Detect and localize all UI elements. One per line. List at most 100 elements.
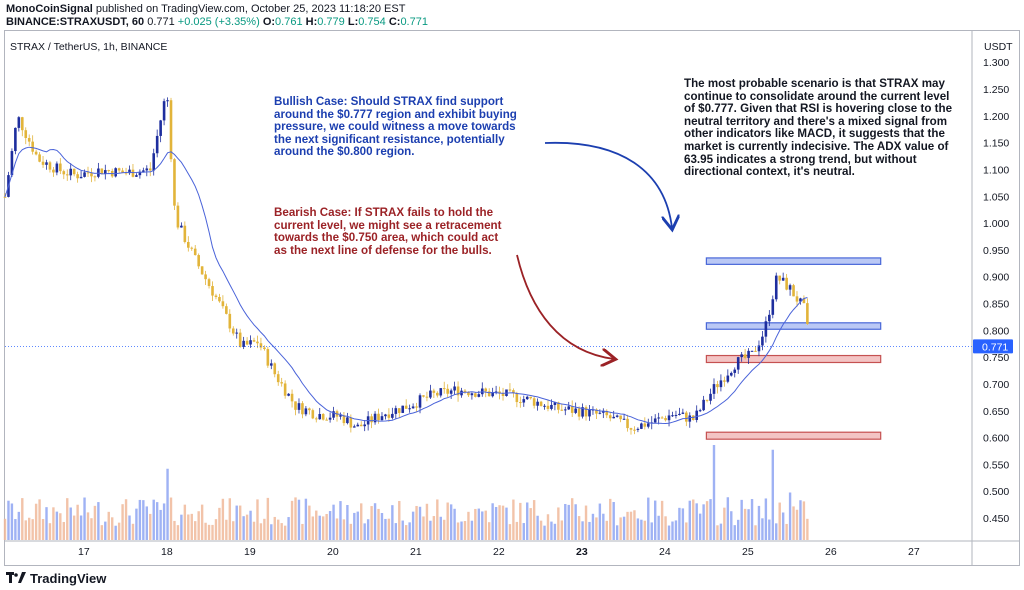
volume-bar bbox=[716, 525, 719, 540]
candle-body bbox=[615, 415, 619, 417]
volume-bar bbox=[481, 511, 484, 540]
tradingview-logo-icon bbox=[6, 572, 26, 583]
y-tick-label: 0.650 bbox=[983, 406, 1009, 418]
candle-body bbox=[640, 423, 643, 429]
candle-body bbox=[612, 416, 615, 419]
candle-body bbox=[380, 416, 384, 421]
volume-bar bbox=[415, 505, 418, 540]
candle-body bbox=[200, 266, 204, 275]
volume-bar bbox=[743, 508, 747, 540]
author-name[interactable]: MonoCoinSignal bbox=[6, 3, 93, 15]
candle-body bbox=[373, 413, 377, 423]
volume-bar bbox=[377, 508, 380, 540]
candle-body bbox=[442, 388, 446, 390]
volume-bar bbox=[463, 521, 467, 540]
volume-bar bbox=[155, 502, 159, 540]
volume-bar bbox=[387, 518, 391, 540]
volume-bar bbox=[598, 503, 602, 540]
candle-body bbox=[270, 363, 273, 366]
volume-bar bbox=[532, 500, 536, 540]
candle-body bbox=[726, 375, 730, 382]
volume-bar bbox=[297, 499, 301, 540]
y-tick-label: 1.200 bbox=[983, 111, 1009, 123]
candle-body bbox=[653, 418, 657, 423]
volume-bar bbox=[162, 503, 166, 540]
candle-body bbox=[546, 405, 550, 409]
candle-body bbox=[276, 374, 280, 383]
candle-body bbox=[391, 413, 394, 418]
volume-bar bbox=[487, 522, 491, 540]
volume-bar bbox=[785, 523, 788, 540]
volume-bar bbox=[232, 521, 235, 540]
candle-body bbox=[404, 405, 408, 409]
candle-body bbox=[48, 162, 52, 170]
volume-bar bbox=[505, 507, 508, 540]
candle-body bbox=[20, 117, 24, 131]
open-value: 0.761 bbox=[275, 16, 303, 28]
volume-bar bbox=[325, 513, 328, 540]
candle-body bbox=[536, 401, 539, 406]
price-change: +0.025 (+3.35%) bbox=[177, 16, 260, 28]
volume-bar bbox=[443, 519, 446, 540]
volume-bar bbox=[173, 520, 176, 540]
candle-body bbox=[733, 369, 737, 373]
candle-body bbox=[155, 135, 159, 154]
candle-body bbox=[79, 176, 83, 179]
x-tick-label: 20 bbox=[327, 546, 339, 558]
volume-bar bbox=[335, 518, 339, 540]
volume-bar bbox=[245, 514, 249, 540]
volume-bar bbox=[83, 497, 86, 540]
volume-bar bbox=[806, 518, 809, 540]
volume-bar bbox=[633, 510, 636, 540]
tradingview-brand[interactable]: TradingView bbox=[30, 570, 107, 586]
volume-bar bbox=[342, 519, 346, 540]
volume-bar bbox=[124, 499, 128, 540]
candle-body bbox=[370, 416, 373, 423]
candle-body bbox=[349, 417, 353, 428]
volume-bar bbox=[131, 523, 135, 540]
candle-body bbox=[138, 171, 142, 176]
volume-bar bbox=[775, 523, 778, 540]
candle-body bbox=[729, 372, 733, 376]
volume-bar bbox=[564, 503, 567, 540]
candle-body bbox=[397, 408, 401, 413]
volume-bar bbox=[771, 449, 774, 540]
candle-body bbox=[207, 279, 211, 287]
candle-body bbox=[429, 390, 432, 398]
volume-bar bbox=[557, 507, 560, 540]
candle-body bbox=[567, 406, 571, 410]
candle-body bbox=[173, 159, 176, 206]
candle-body bbox=[771, 299, 775, 315]
volume-bar bbox=[560, 520, 564, 540]
candle-body bbox=[214, 295, 218, 297]
volume-bar bbox=[401, 520, 404, 540]
candle-body bbox=[577, 408, 581, 417]
candle-body bbox=[570, 406, 574, 413]
volume-bar bbox=[449, 504, 453, 540]
candle-body bbox=[231, 328, 235, 334]
volume-bar bbox=[332, 504, 335, 540]
volume-bar bbox=[733, 525, 736, 540]
candle-body bbox=[553, 402, 557, 405]
candle-body bbox=[238, 332, 242, 347]
y-tick-label: 0.600 bbox=[983, 433, 1009, 445]
volume-bar bbox=[138, 499, 142, 540]
volume-bar bbox=[595, 517, 598, 540]
volume-bar bbox=[97, 502, 100, 540]
candle-body bbox=[660, 417, 664, 419]
candle-body bbox=[124, 172, 128, 174]
volume-bar bbox=[266, 497, 270, 540]
y-tick-label: 0.800 bbox=[983, 325, 1009, 337]
candle-body bbox=[467, 392, 470, 396]
candle-body bbox=[664, 418, 667, 421]
volume-bar bbox=[664, 516, 667, 540]
candle-body bbox=[356, 424, 360, 427]
volume-bar bbox=[750, 499, 754, 540]
volume-bar bbox=[398, 500, 401, 540]
candle-body bbox=[387, 414, 391, 418]
volume-bar bbox=[671, 521, 674, 540]
candle-body bbox=[685, 412, 688, 422]
candle-body bbox=[688, 415, 692, 422]
candle-body bbox=[287, 393, 290, 396]
